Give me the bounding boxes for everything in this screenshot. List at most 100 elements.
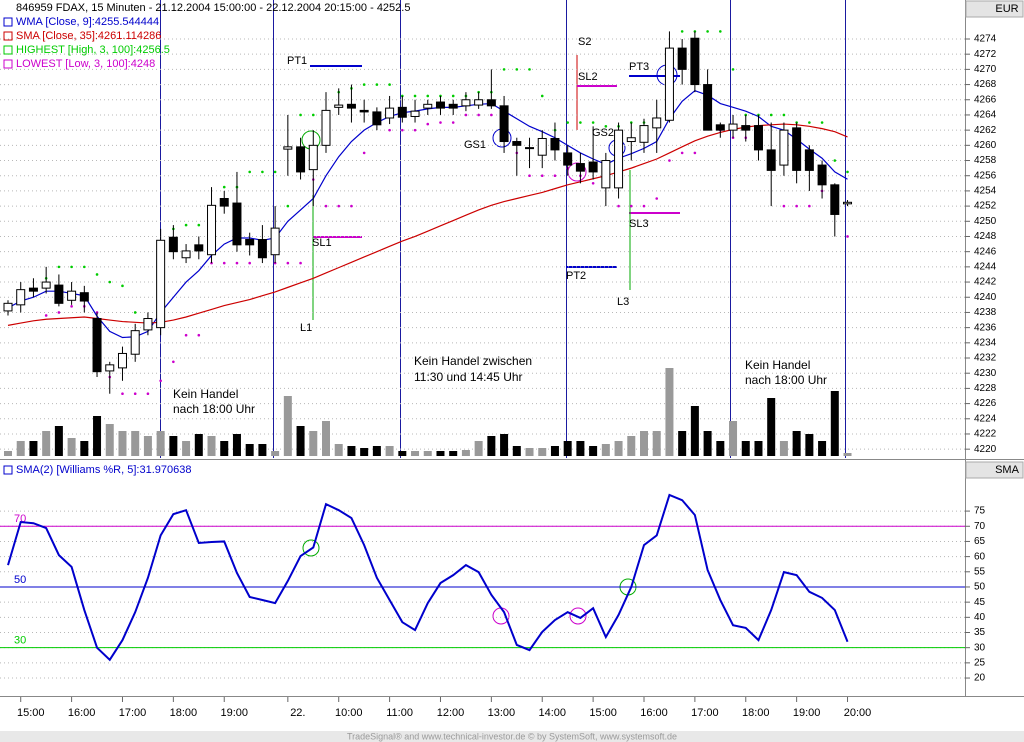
level-dot [222, 185, 226, 189]
legend-entry: LOWEST [Low, 3, 100]:4248 [16, 58, 155, 70]
level-dot [388, 83, 391, 86]
candle-body [525, 147, 535, 150]
x-tick-label: 22. [290, 707, 305, 719]
level-dot [706, 30, 709, 33]
y-tick-label: 4244 [974, 262, 997, 273]
candle-body [168, 236, 178, 253]
candle-body [79, 292, 89, 302]
annotation: S2 [578, 36, 591, 48]
volume-bar [436, 451, 445, 456]
volume-bar [830, 391, 839, 456]
volume-bar [385, 446, 394, 456]
level-dot [184, 223, 188, 227]
candle-body [753, 125, 763, 151]
chart-title: 846959 FDAX, 15 Minuten - 21.12.2004 15:… [16, 2, 410, 14]
y-tick-label: 4254 [974, 186, 997, 197]
candle-body [105, 364, 115, 372]
volume-bar [589, 446, 598, 456]
level-dot [515, 68, 519, 71]
level-dot [413, 94, 417, 98]
x-tick-label: 20:00 [844, 707, 872, 719]
level-dot [731, 68, 735, 71]
volume-bar [487, 436, 496, 456]
level-dot [490, 113, 493, 117]
x-tick-label: 12:00 [437, 707, 465, 719]
candle-body [423, 103, 433, 109]
level-dot [846, 235, 849, 238]
level-dot [680, 151, 684, 155]
legend-entry: SMA [Close, 35]:4261.114286 [16, 30, 161, 42]
x-tick-label: 16:00 [68, 707, 96, 719]
level-dot [261, 170, 264, 174]
level-dot [121, 284, 124, 288]
volume-bar [156, 431, 165, 456]
level-label: 50 [14, 574, 26, 586]
volume-bar [80, 441, 89, 456]
candle-body [461, 99, 471, 107]
level-dot [286, 204, 290, 208]
level-dot [451, 94, 455, 98]
candle-body [308, 144, 318, 171]
candle-body [588, 161, 598, 173]
y-tick-label: 4220 [974, 444, 997, 455]
level-dot [769, 113, 773, 117]
level-dot [477, 113, 480, 117]
y-tick-label: 4234 [974, 337, 997, 348]
candle-body [41, 281, 51, 289]
plot-layer: 4220 4222 4224 4226 4228 4230 4232 4234 4236 4238… [0, 16, 997, 719]
level-dot [680, 30, 684, 33]
legend-entry: WMA [Close, 9]:4255.544444 [16, 16, 159, 28]
volume-bar [640, 431, 648, 456]
level-dot [604, 125, 608, 128]
annotation: SL2 [578, 71, 598, 83]
y-tick-label: 4262 [974, 125, 997, 136]
level-dot [133, 311, 137, 314]
y-tick-label: 4264 [974, 110, 997, 121]
volume-bar [805, 434, 814, 456]
volume-bar [360, 448, 369, 456]
level-dot [311, 113, 315, 117]
level-dot [502, 68, 506, 71]
legend-icon [3, 465, 13, 475]
candle-body [804, 149, 814, 171]
volume-bar [296, 426, 305, 456]
y-tick-label: 4242 [974, 277, 997, 288]
volume-bar [818, 441, 827, 456]
candle-body [741, 125, 751, 131]
candle-body [817, 164, 827, 186]
level-dot [668, 159, 671, 162]
level-dot [820, 121, 824, 124]
x-tick-label: 17:00 [119, 707, 147, 719]
y-tick-label: 4246 [974, 246, 997, 257]
volume-bar [54, 426, 63, 456]
candle-body [779, 129, 789, 166]
level-dot [273, 170, 277, 174]
volume-bar [550, 446, 559, 456]
candle-body [54, 284, 64, 304]
volume-bar [411, 451, 420, 456]
volume-bar [474, 441, 483, 456]
level-dot [95, 273, 99, 276]
level-dot [299, 261, 302, 265]
candle-body [117, 352, 127, 369]
legend-icon [3, 45, 13, 55]
candle-body [28, 287, 38, 292]
level-dot [426, 94, 430, 98]
x-tick-label: 19:00 [220, 707, 248, 719]
volume-bar [93, 416, 102, 456]
axis-header [965, 0, 1024, 18]
level-dot [388, 128, 391, 132]
y-tick-label: 30 [974, 642, 986, 653]
x-tick-label: 18:00 [170, 707, 198, 719]
level-dot [693, 151, 697, 155]
volume-bar [512, 446, 521, 456]
candle-body [830, 184, 840, 215]
volume-bar [220, 441, 229, 456]
y-tick-label: 4238 [974, 307, 997, 318]
level-dot [197, 333, 201, 337]
annotation: PT2 [566, 270, 586, 282]
x-tick-label: 19:00 [793, 707, 821, 719]
candle-body [156, 239, 166, 329]
